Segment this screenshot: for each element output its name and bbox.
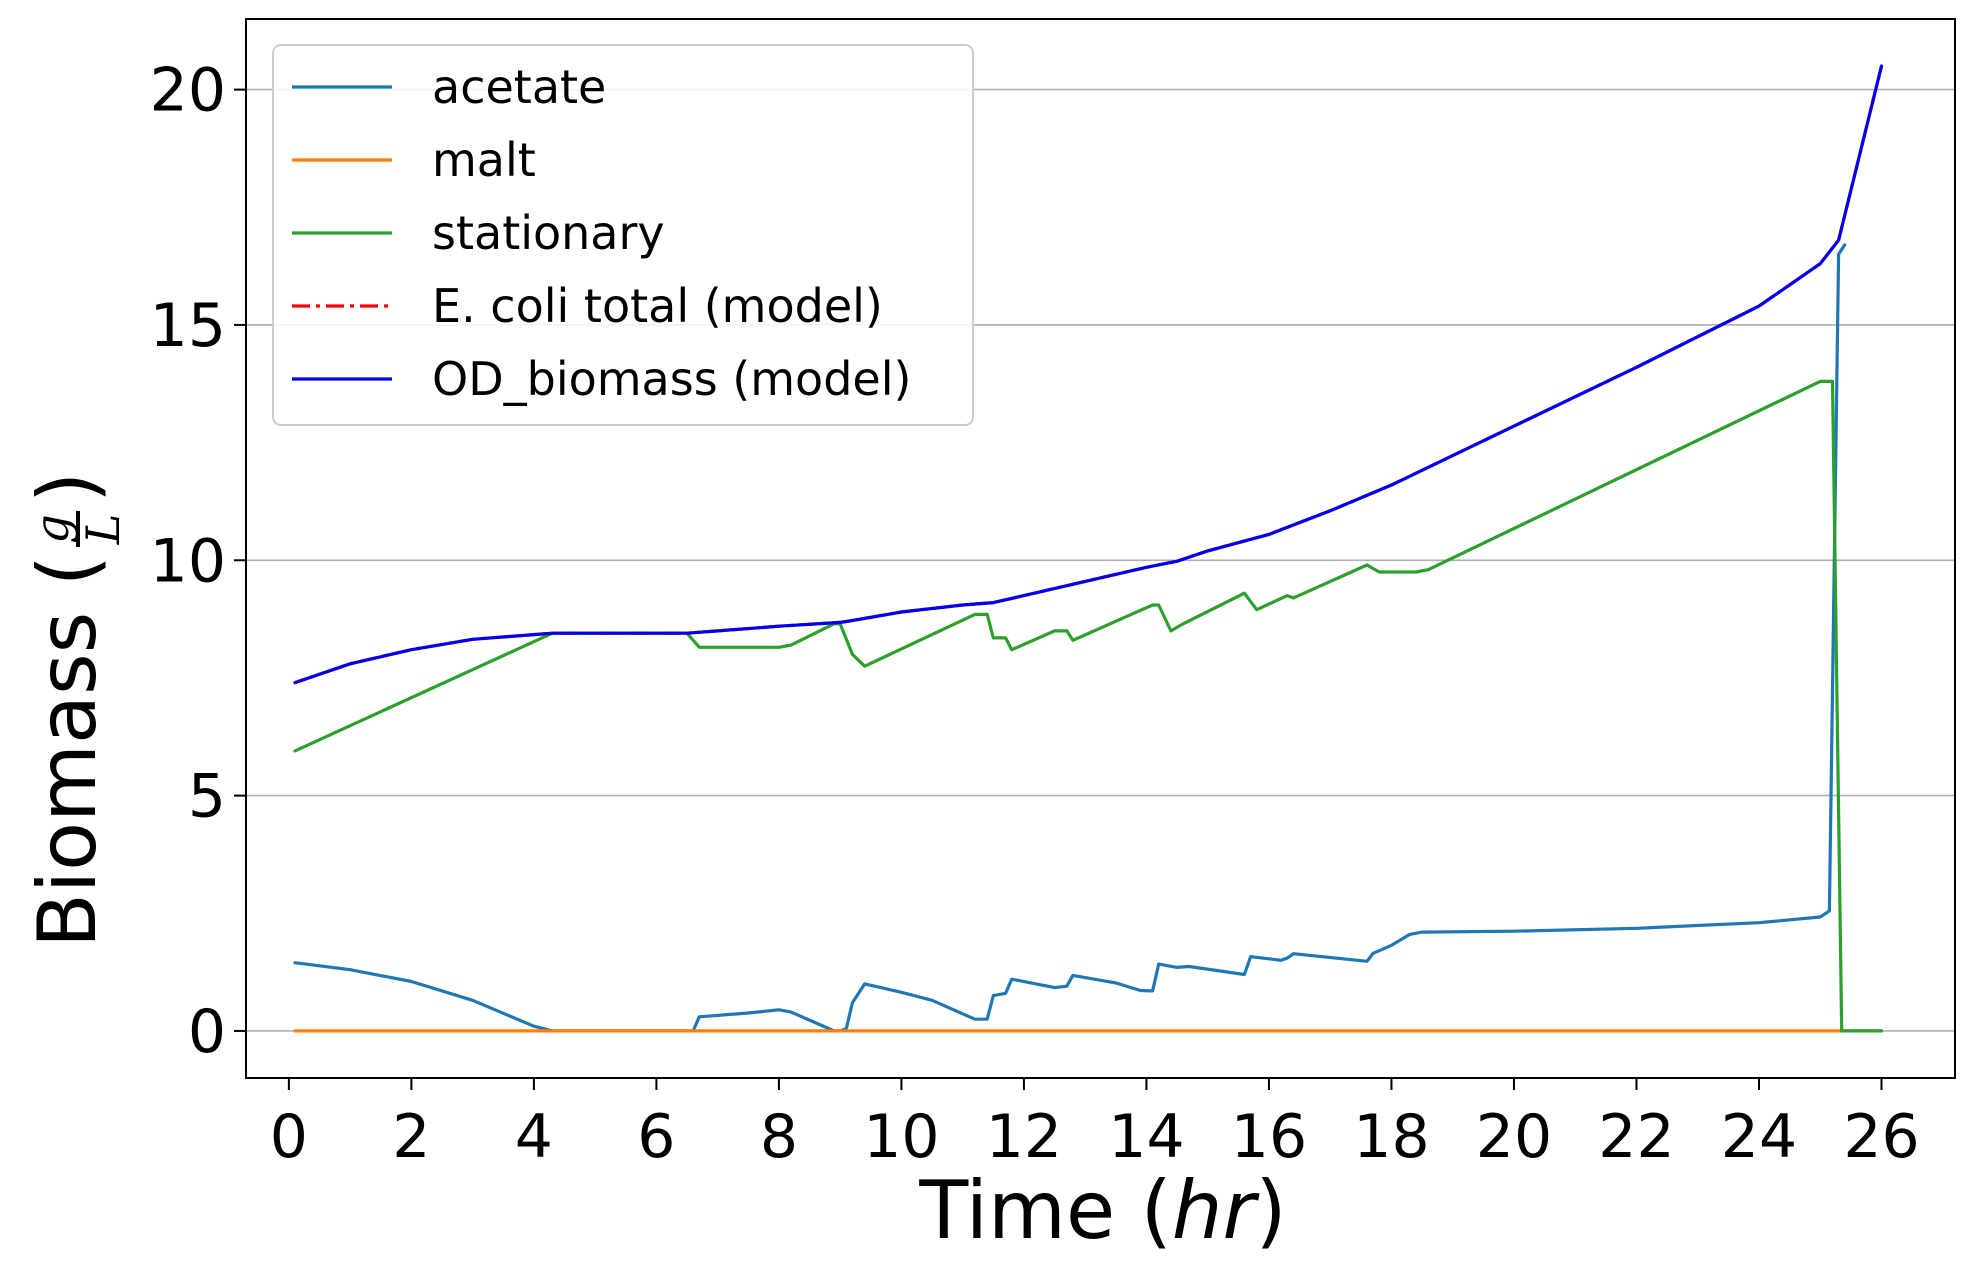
legend-box (272, 44, 974, 426)
x-tick-label: 12 (986, 1102, 1062, 1172)
plot-area-frame (245, 18, 1956, 1079)
x-tick-label: 16 (1231, 1102, 1307, 1172)
x-axis-title-close: ) (1255, 1164, 1286, 1257)
legend-label: acetate (432, 60, 606, 114)
x-axis-title-unit: hr (1172, 1164, 1261, 1257)
x-tick-label: 24 (1721, 1102, 1797, 1172)
y-axis-title-frac-den: L (76, 514, 130, 546)
x-tick-label: 6 (637, 1102, 675, 1172)
series-line-acetate (293, 243, 1847, 1033)
legend-label: OD_biomass (model) (432, 352, 911, 406)
x-tick-label: 8 (760, 1102, 798, 1172)
legend: acetate malt stationary E. coli total (mode… (272, 44, 974, 426)
y-tick-label: 0 (188, 997, 226, 1067)
y-tick-label: 5 (188, 762, 226, 832)
x-tick-label: 14 (1108, 1102, 1184, 1172)
series-lines (293, 64, 1884, 1033)
x-tick-label: 4 (515, 1102, 553, 1172)
x-tick-label: 18 (1353, 1102, 1429, 1172)
y-axis-title: Biomass ( g L ) (21, 472, 130, 948)
series-line-stationary (293, 379, 1884, 1033)
y-tick-label: 20 (150, 56, 226, 126)
x-tick-label: 10 (863, 1102, 939, 1172)
y-tick-label: 15 (150, 291, 226, 361)
legend-label: E. coli total (model) (432, 279, 883, 333)
x-tick-label: 22 (1598, 1102, 1674, 1172)
y-axis-title-frac-num: g (25, 514, 79, 543)
y-tick-label: 10 (150, 526, 226, 596)
x-axis-title-main: Time ( (918, 1164, 1171, 1257)
x-tick-label: 2 (392, 1102, 430, 1172)
x-axis-title: Time (hr) (918, 1164, 1286, 1257)
x-axis-ticks: 0 2 4 6 8 10 12 14 16 18 20 22 24 26 (270, 1078, 1920, 1172)
x-tick-label: 26 (1843, 1102, 1919, 1172)
series-line-od-biomass-model (293, 64, 1884, 685)
x-tick-label: 20 (1476, 1102, 1552, 1172)
legend-label: stationary (432, 206, 665, 260)
y-axis-title-main: Biomass ( (21, 555, 114, 948)
y-axis-ticks: 0 5 10 15 20 (150, 56, 246, 1067)
x-tick-label: 0 (270, 1102, 308, 1172)
legend-label: malt (432, 133, 536, 187)
y-axis-title-close: ) (21, 472, 114, 503)
